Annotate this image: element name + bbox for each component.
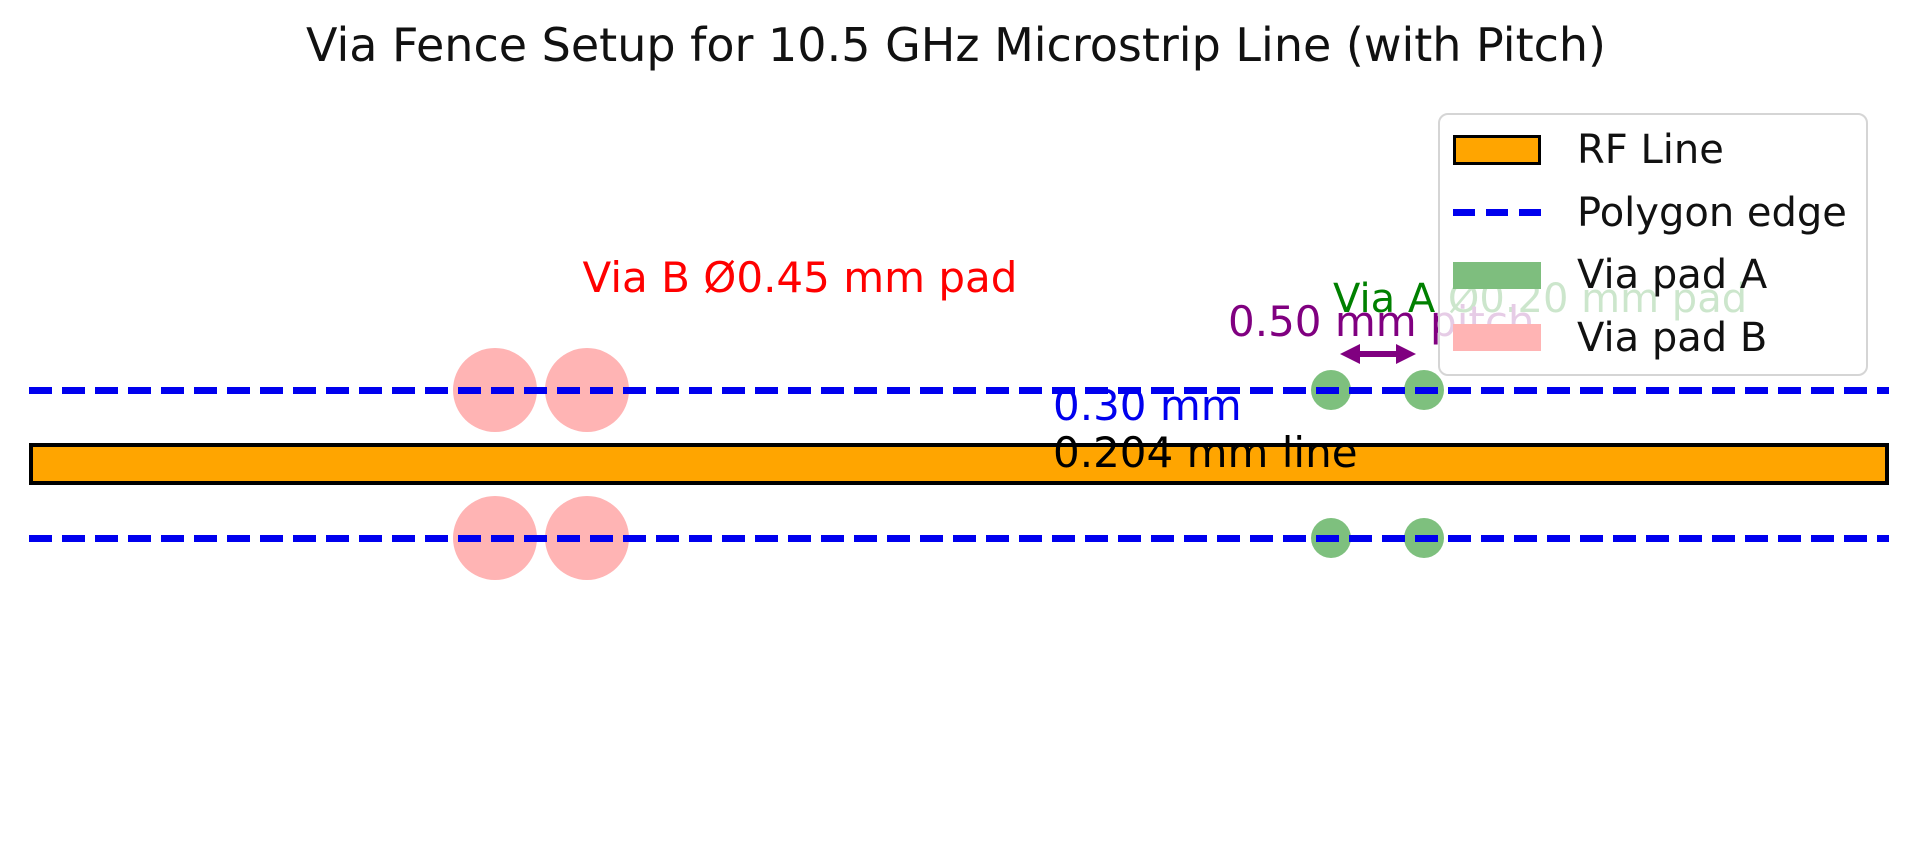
legend-row-via-pad-a: Via pad A <box>1440 244 1866 307</box>
legend: RF Line Polygon edge Via pad A Via pad B <box>1438 113 1868 376</box>
legend-label: Via pad A <box>1577 252 1768 299</box>
legend-label: Via pad B <box>1577 314 1768 361</box>
figure-title: Via Fence Setup for 10.5 GHz Microstrip … <box>306 18 1606 72</box>
via-b-pad-label: Via B Ø0.45 mm pad <box>582 253 1018 302</box>
rf-line-swatch <box>1453 135 1541 166</box>
legend-label: RF Line <box>1577 127 1724 174</box>
polygon-edge-top <box>29 387 1889 394</box>
polygon-edge-swatch <box>1453 209 1541 217</box>
rf-line-bar <box>29 443 1889 485</box>
pitch-double-arrow-icon <box>1340 344 1416 364</box>
gap-label: 0.30 mm <box>1053 381 1242 430</box>
via-pad-a-swatch <box>1453 261 1541 289</box>
line-width-label: 0.204 mm line <box>1053 428 1358 477</box>
legend-row-via-pad-b: Via pad B <box>1440 307 1866 370</box>
polygon-edge-bottom <box>29 535 1889 542</box>
legend-row-polygon-edge: Polygon edge <box>1440 182 1866 245</box>
legend-label: Polygon edge <box>1577 189 1847 236</box>
via-pad-b-swatch <box>1453 324 1541 352</box>
legend-row-rf-line: RF Line <box>1440 119 1866 182</box>
